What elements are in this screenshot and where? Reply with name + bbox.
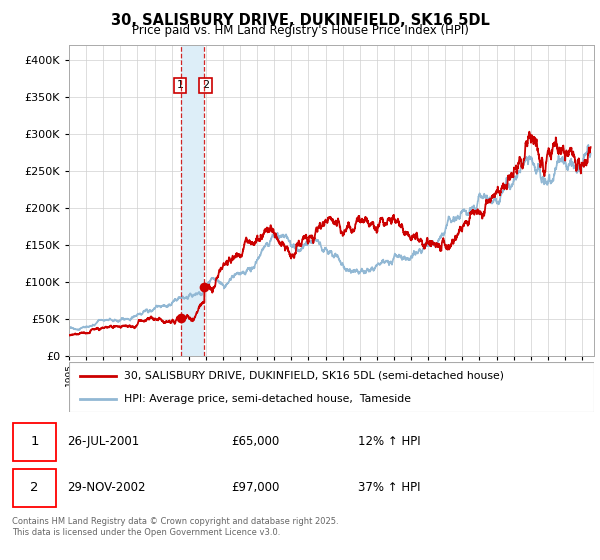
Text: 1: 1: [30, 436, 39, 449]
Text: 30, SALISBURY DRIVE, DUKINFIELD, SK16 5DL: 30, SALISBURY DRIVE, DUKINFIELD, SK16 5D…: [110, 13, 490, 28]
Text: HPI: Average price, semi-detached house,  Tameside: HPI: Average price, semi-detached house,…: [124, 394, 411, 404]
FancyBboxPatch shape: [13, 469, 56, 507]
Text: £65,000: £65,000: [231, 436, 279, 449]
Text: 37% ↑ HPI: 37% ↑ HPI: [358, 481, 420, 494]
Text: 2: 2: [202, 81, 209, 91]
Text: 30, SALISBURY DRIVE, DUKINFIELD, SK16 5DL (semi-detached house): 30, SALISBURY DRIVE, DUKINFIELD, SK16 5D…: [124, 371, 504, 381]
Text: £97,000: £97,000: [231, 481, 279, 494]
Text: 12% ↑ HPI: 12% ↑ HPI: [358, 436, 420, 449]
Text: 2: 2: [30, 481, 39, 494]
Text: Contains HM Land Registry data © Crown copyright and database right 2025.
This d: Contains HM Land Registry data © Crown c…: [12, 517, 338, 537]
Text: 1: 1: [176, 81, 184, 91]
Bar: [181, 45, 205, 356]
Text: Price paid vs. HM Land Registry's House Price Index (HPI): Price paid vs. HM Land Registry's House …: [131, 24, 469, 37]
Text: 26-JUL-2001: 26-JUL-2001: [67, 436, 139, 449]
FancyBboxPatch shape: [69, 362, 594, 412]
FancyBboxPatch shape: [13, 423, 56, 461]
Text: 29-NOV-2002: 29-NOV-2002: [67, 481, 145, 494]
